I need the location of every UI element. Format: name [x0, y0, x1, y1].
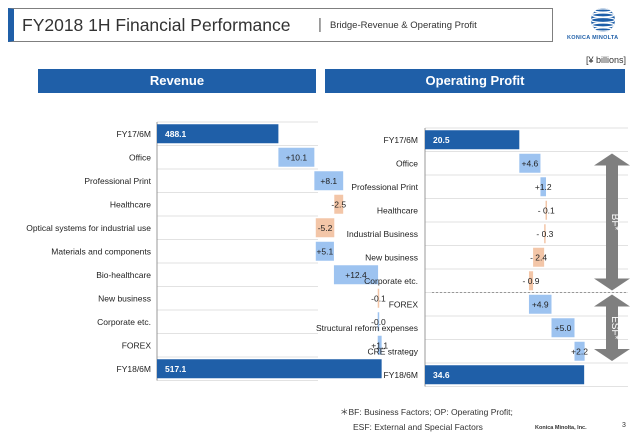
waterfall-bar [545, 200, 548, 220]
data-label: +5.0 [555, 323, 572, 333]
category-label: Professional Print [351, 182, 418, 192]
waterfall-bar [425, 130, 520, 150]
category-label: FOREX [389, 299, 419, 309]
footer-brand: Konica Minolta, Inc. [535, 425, 587, 431]
category-label: FOREX [122, 340, 152, 350]
bracket-arrow-icon [594, 294, 630, 361]
data-label: +1.1 [371, 340, 388, 350]
category-label: Materials and components [51, 246, 151, 256]
waterfall-bar [544, 224, 546, 244]
data-label: +4.6 [521, 158, 538, 168]
page-number: 3 [622, 422, 626, 429]
category-label: Office [129, 152, 151, 162]
waterfall-bar [334, 194, 344, 214]
category-label: CRE strategy [367, 346, 418, 356]
data-label: 20.5 [433, 135, 450, 145]
data-label: +12.4 [345, 270, 367, 280]
bracket-label: BF* [609, 214, 620, 231]
category-label: FY18/6M [117, 364, 152, 374]
page-subtitle: Bridge-Revenue & Operating Profit [330, 20, 477, 31]
waterfall-bar [540, 177, 546, 197]
data-label: -0.1 [371, 293, 386, 303]
operating-profit-header: Operating Profit [325, 69, 625, 93]
category-label: Corporate etc. [97, 317, 151, 327]
data-label: 34.6 [433, 370, 450, 380]
category-label: Bio-healthcare [96, 270, 151, 280]
data-label: -2.5 [331, 199, 346, 209]
waterfall-bar [528, 294, 552, 314]
category-label: Healthcare [110, 199, 151, 209]
waterfall-bar [574, 341, 585, 361]
title-frame [8, 8, 553, 42]
category-label: New business [98, 293, 151, 303]
data-label: +8.1 [320, 176, 337, 186]
waterfall-bar [157, 359, 382, 379]
data-label: - 0.9 [523, 276, 540, 286]
footnote-line-2: ESF: External and Special Factors [353, 422, 483, 432]
waterfall-bar [315, 218, 335, 238]
waterfall-bar [333, 265, 379, 285]
category-label: Optical systems for industrial use [26, 223, 151, 233]
data-label: +1.2 [535, 182, 552, 192]
waterfall-bar [519, 153, 541, 173]
category-label: Corporate etc. [364, 276, 418, 286]
data-label: - 2.4 [530, 252, 547, 262]
category-label: Professional Print [84, 176, 151, 186]
waterfall-bar [377, 335, 382, 355]
title-separator: | [318, 16, 322, 33]
waterfall-bar [425, 365, 585, 385]
data-label: +4.9 [532, 299, 549, 309]
bracket-arrow-icon [594, 153, 630, 291]
bracket-label: ESF* [609, 316, 620, 339]
waterfall-bar [157, 124, 279, 144]
category-label: FY18/6M [384, 370, 419, 380]
data-label: +10.1 [286, 152, 308, 162]
waterfall-bar [533, 247, 545, 267]
brand-logo-text: KONICA MINOLTA [567, 35, 619, 41]
waterfall-bar [377, 288, 380, 308]
konica-minolta-logo-icon [591, 8, 615, 32]
waterfall-bar [377, 312, 380, 332]
page-title: FY2018 1H Financial Performance [22, 15, 291, 35]
data-label: 517.1 [165, 364, 187, 374]
data-label: +5.1 [316, 246, 333, 256]
category-label: New business [365, 252, 418, 262]
category-label: FY17/6M [384, 135, 419, 145]
revenue-header: Revenue [38, 69, 316, 93]
category-label: Office [396, 158, 418, 168]
data-label: -5.2 [318, 223, 333, 233]
footnote-line-1: ＊BF: Business Factors; OP: Operating Pro… [340, 407, 513, 417]
unit-label: [¥ billions] [585, 55, 626, 65]
waterfall-bar [315, 241, 334, 261]
category-label: Structural reform expenses [316, 323, 418, 333]
category-label: Healthcare [377, 205, 418, 215]
waterfall-bar [278, 147, 315, 167]
data-label: 488.1 [165, 129, 187, 139]
data-label: - 0.1 [538, 205, 555, 215]
data-label: -0.0 [371, 317, 386, 327]
data-label: +2.2 [571, 346, 588, 356]
category-label: Industrial Business [347, 229, 418, 239]
waterfall-bar [528, 271, 534, 291]
category-label: FY17/6M [117, 129, 152, 139]
waterfall-bar [314, 171, 344, 191]
data-label: - 0.3 [536, 229, 553, 239]
waterfall-bar [551, 318, 575, 338]
